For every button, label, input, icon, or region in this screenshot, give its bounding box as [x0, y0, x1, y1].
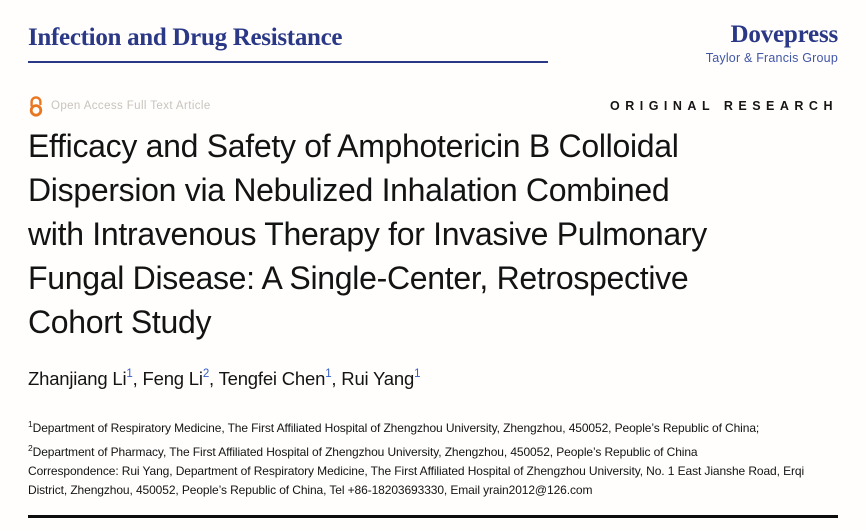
masthead-divider [28, 61, 548, 63]
dovepress-logo: Dovepress [730, 21, 839, 48]
author-separator: , [209, 368, 219, 389]
author-name: Feng Li [142, 368, 204, 389]
author-name: Tengfei Chen [218, 368, 326, 389]
author: Zhanjiang Li1, [28, 368, 143, 389]
affiliation-list: 1Department of Respiratory Medicine, The… [28, 414, 759, 462]
correspondence-text: Rui Yang, Department of Respiratory Medi… [28, 464, 805, 497]
open-access-label: Open Access Full Text Article [51, 100, 211, 112]
author-affiliation-sup: 2 [202, 367, 210, 380]
open-lock-icon [28, 95, 44, 117]
publisher-tagline: Taylor & Francis Group [705, 51, 838, 66]
affiliation-sup: 2 [28, 443, 33, 453]
article-meta-row: Open Access Full Text Article ORIGINAL R… [28, 94, 838, 118]
author-affiliation-sup: 1 [126, 367, 133, 380]
author: Feng Li2, [143, 368, 219, 389]
author-separator: , [132, 368, 143, 389]
author: Rui Yang1 [341, 368, 420, 389]
title-line: Fungal Disease: A Single-Center, Retrosp… [28, 260, 689, 296]
title-line: with Intravenous Therapy for Invasive Pu… [28, 216, 707, 252]
title-line: Efficacy and Safety of Amphotericin B Co… [28, 128, 679, 164]
article-title: Efficacy and Safety of Amphotericin B Co… [28, 124, 843, 344]
journal-title: Infection and Drug Resistance [28, 24, 343, 51]
author-affiliation-sup: 1 [325, 367, 332, 380]
article-type-label: ORIGINAL RESEARCH [609, 99, 838, 113]
title-line: Cohort Study [28, 304, 212, 340]
author-name: Zhanjiang Li [28, 368, 127, 389]
author: Tengfei Chen1, [219, 368, 342, 389]
author-name: Rui Yang [341, 368, 415, 389]
affiliation-sup: 1 [28, 419, 33, 429]
author-list: Zhanjiang Li1, Feng Li2, Tengfei Chen1, … [28, 368, 421, 390]
affiliation-line: 1Department of Respiratory Medicine, The… [28, 414, 759, 438]
author-affiliation-sup: 1 [414, 367, 421, 380]
correspondence-label: Correspondence: [28, 464, 119, 478]
affiliation-text: Department of Pharmacy, The First Affili… [32, 445, 698, 459]
open-access-badge: Open Access Full Text Article [28, 95, 211, 117]
title-line: Dispersion via Nebulized Inhalation Comb… [28, 172, 670, 208]
publisher-logo: Dovepress Taylor & Francis Group [705, 21, 839, 66]
affiliation-text: Department of Respiratory Medicine, The … [32, 421, 760, 435]
correspondence-block: Correspondence: Rui Yang, Department of … [28, 462, 846, 500]
affiliation-line: 2Department of Pharmacy, The First Affil… [28, 438, 759, 462]
author-separator: , [331, 368, 342, 389]
footer-divider [28, 515, 838, 518]
